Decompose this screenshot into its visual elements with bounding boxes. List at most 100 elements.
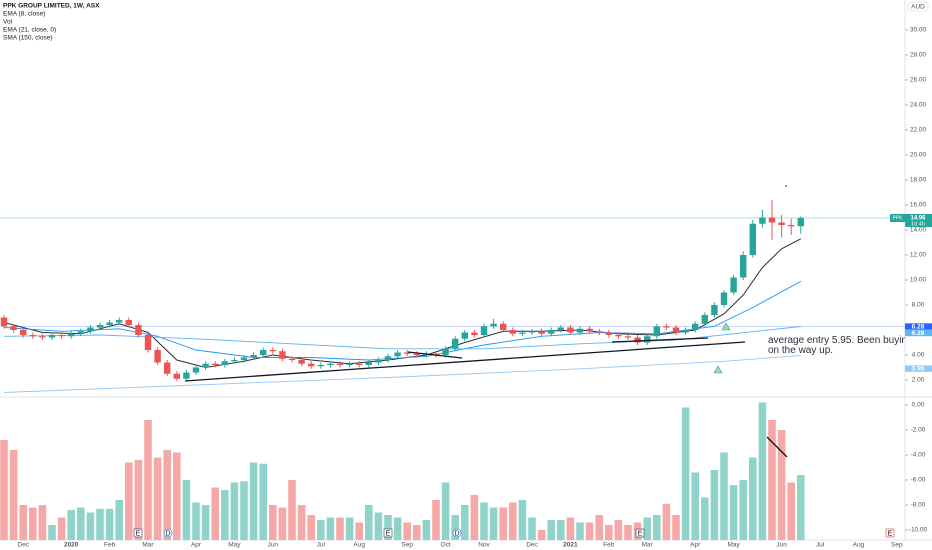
volume-bar xyxy=(557,520,565,540)
candle-body xyxy=(394,352,401,357)
price-pane xyxy=(0,200,804,382)
candle-body xyxy=(480,326,488,335)
volume-bar xyxy=(365,505,373,540)
y-tick-label: 4.00 xyxy=(912,352,925,359)
volume-bar xyxy=(288,480,296,540)
volume-bar xyxy=(19,505,27,540)
candle-body xyxy=(644,336,651,343)
volume-bar xyxy=(153,457,162,540)
volume-bar xyxy=(595,515,603,540)
y-tick-label: 24.00 xyxy=(910,102,927,109)
volume-bar xyxy=(86,512,95,540)
candle-body xyxy=(164,362,171,374)
candle-body xyxy=(509,330,516,334)
event-box xyxy=(635,528,645,538)
volume-bar xyxy=(125,462,133,540)
volume-bar xyxy=(221,490,229,540)
volume-bar xyxy=(326,517,335,540)
volume-bar xyxy=(432,500,440,540)
volume-bar xyxy=(38,505,47,540)
y2-tick-label: -4.00 xyxy=(911,452,926,459)
volume-bar xyxy=(470,495,479,540)
symbol-label: PPK xyxy=(892,216,903,222)
candle-body xyxy=(317,365,324,367)
candle-body xyxy=(720,292,728,305)
candle-body xyxy=(384,356,392,360)
candle-body xyxy=(586,328,593,332)
volume-bar xyxy=(787,482,795,540)
legend-entry: Vol xyxy=(3,19,13,26)
price-marker-label: 6.28 xyxy=(912,324,925,331)
candle-body xyxy=(576,328,584,333)
volume-bar xyxy=(720,452,728,540)
x-tick-label: Dec xyxy=(526,542,538,549)
volume-pane xyxy=(0,402,805,540)
x-tick-label: May xyxy=(228,542,241,549)
candle-body xyxy=(442,348,449,355)
candle-body xyxy=(692,323,699,330)
volume-bar xyxy=(105,508,114,540)
y-tick-label: 26.00 xyxy=(910,77,927,84)
volume-bar xyxy=(48,525,56,540)
candle-body xyxy=(221,361,228,365)
candle-body xyxy=(682,330,689,333)
volume-bar xyxy=(681,407,690,540)
candle-body xyxy=(404,352,411,354)
volume-bar xyxy=(701,497,709,540)
x-tick-label: Jun xyxy=(268,542,279,549)
candle-body xyxy=(365,362,372,365)
candle-body xyxy=(596,331,603,333)
last-price-label: 14.96 xyxy=(910,216,926,222)
volume-bar xyxy=(422,520,431,540)
volume-bar xyxy=(624,525,632,540)
volume-bar xyxy=(182,480,191,540)
candle-body xyxy=(308,363,315,367)
candle-body xyxy=(260,350,267,355)
candle-body xyxy=(39,336,46,338)
volume-bar xyxy=(297,505,306,540)
volume-bar xyxy=(403,522,411,540)
candle-body xyxy=(356,363,363,365)
x-tick-label: Dec xyxy=(17,542,29,549)
candle-body xyxy=(490,323,497,327)
candle-body xyxy=(250,355,257,358)
candle-body xyxy=(279,351,286,359)
x-tick-label: 2021 xyxy=(563,542,578,549)
volume-bar xyxy=(662,503,671,540)
candle-body xyxy=(500,323,507,330)
volume-bar xyxy=(67,510,75,540)
candle-body xyxy=(346,363,353,365)
volume-bar xyxy=(547,520,555,540)
volume-bar xyxy=(29,507,37,540)
event-label: D xyxy=(454,530,459,537)
drawings: average entry 5.95. Been buying all on t… xyxy=(184,185,905,458)
volume-bar xyxy=(528,517,536,540)
price-marker-label: 3.95 xyxy=(912,366,925,373)
volume-bar xyxy=(729,485,738,540)
candle-body xyxy=(144,335,152,350)
legend-entry: SMA (150, close) xyxy=(3,35,53,42)
volume-bar xyxy=(173,452,181,540)
volume-bar xyxy=(758,402,767,540)
volume-bar xyxy=(739,480,747,540)
volume-bar xyxy=(672,515,680,540)
x-tick-label: Jul xyxy=(816,542,825,549)
volume-bar xyxy=(749,457,757,540)
candle-body xyxy=(634,337,641,343)
volume-bar xyxy=(134,460,143,540)
price-marker-box xyxy=(905,329,932,337)
volume-bar xyxy=(230,482,239,540)
volume-bar xyxy=(768,420,776,540)
candle-body xyxy=(173,373,180,379)
candle-body xyxy=(288,358,296,360)
event-box xyxy=(163,528,173,538)
candle-body xyxy=(778,222,785,225)
currency-box xyxy=(907,1,929,12)
volume-bar xyxy=(393,517,402,540)
candle-body xyxy=(567,327,574,333)
volume-bar xyxy=(269,505,277,540)
candle-body xyxy=(701,315,708,324)
candle-body xyxy=(557,327,564,330)
candle-body xyxy=(548,330,555,334)
y-tick-label: 20.00 xyxy=(910,152,927,159)
